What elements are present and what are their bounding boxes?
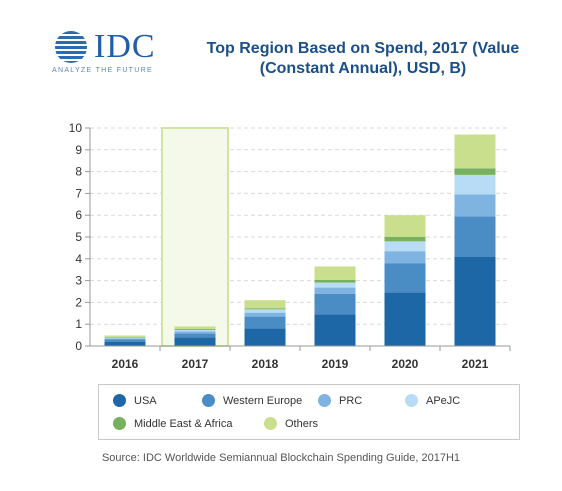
bar-segment <box>314 266 356 280</box>
legend-item: USA <box>113 394 157 407</box>
legend-item: Others <box>264 417 318 430</box>
y-tick-label: 4 <box>75 252 82 266</box>
bar-segment <box>244 312 286 317</box>
chart-title: Top Region Based on Spend, 2017 (Value (… <box>188 39 538 79</box>
bar-segment <box>244 328 286 346</box>
bar-segment <box>104 337 146 339</box>
bar-segment <box>454 194 496 217</box>
legend-item: APeJC <box>405 394 460 407</box>
bar-segment <box>454 256 496 346</box>
chart-legend: USA Western Europe PRC APeJC Middle East & A… <box>98 384 520 440</box>
legend-swatch <box>405 394 418 407</box>
bar-segment <box>384 241 426 252</box>
legend-swatch <box>113 394 126 407</box>
legend-label: Middle East & Africa <box>134 417 233 430</box>
x-tick-label: 2020 <box>392 357 419 371</box>
bar-segment <box>314 282 356 288</box>
legend-label: Western Europe <box>223 394 303 407</box>
legend-label: APeJC <box>426 394 461 407</box>
y-tick-label: 0 <box>75 339 82 353</box>
bar-segment <box>314 314 356 346</box>
legend-item: Middle East & Africa <box>113 417 232 430</box>
x-tick-label: 2016 <box>112 357 139 371</box>
idc-logo: IDC ANALYZE THE FUTURE <box>52 28 172 75</box>
y-tick-label: 10 <box>69 121 83 135</box>
chart-title-line2: (Constant Annual), USD, B) <box>259 60 467 77</box>
bar-segment <box>384 215 426 237</box>
y-tick-label: 8 <box>75 165 82 179</box>
bar-segment <box>244 316 286 329</box>
legend-label: Others <box>285 417 319 430</box>
y-tick-label: 7 <box>75 186 82 200</box>
bar-segment <box>454 174 496 195</box>
x-tick-label: 2019 <box>322 357 349 371</box>
bar-segment <box>314 279 356 283</box>
bar-segment <box>454 216 496 257</box>
bar-segment <box>244 300 286 309</box>
globe-icon <box>55 31 87 63</box>
legend-swatch <box>113 417 126 430</box>
y-tick-label: 6 <box>75 208 82 222</box>
logo-tagline: ANALYZE THE FUTURE <box>52 67 153 74</box>
bar-segment <box>104 339 146 342</box>
y-tick-label: 9 <box>75 143 82 157</box>
bar-segment <box>104 341 146 346</box>
bar-segment <box>104 335 146 338</box>
bar-segment <box>174 331 216 334</box>
legend-item: PRC <box>318 394 362 407</box>
bar-segment <box>174 328 216 330</box>
stacked-bar-chart: 0 1 2 3 4 5 6 7 8 9 10 2016 2017 2018 2019 2020 2021 <box>69 121 511 371</box>
bar-segment <box>384 292 426 346</box>
highlight-band <box>161 127 229 347</box>
y-tick-label: 3 <box>75 274 82 288</box>
bar-segment <box>174 333 216 338</box>
bar-segment <box>454 134 496 169</box>
legend-label: USA <box>134 394 157 407</box>
y-tick-label: 5 <box>75 230 82 244</box>
y-tick-label: 2 <box>75 295 82 309</box>
x-tick-label: 2018 <box>252 357 279 371</box>
y-tick-label: 1 <box>75 317 82 331</box>
logo-wordmark: IDC <box>94 28 156 65</box>
bar-segment <box>314 287 356 294</box>
x-tick-label: 2021 <box>462 357 489 371</box>
legend-item: Western Europe <box>202 394 302 407</box>
bar-segment <box>384 263 426 293</box>
bar-segment <box>244 308 286 310</box>
bar-segment <box>244 309 286 313</box>
legend-swatch <box>318 394 331 407</box>
bar-segment <box>454 168 496 175</box>
bar-segment <box>384 237 426 242</box>
legend-swatch <box>202 394 215 407</box>
x-tick-label: 2017 <box>182 357 209 371</box>
bar-segment <box>384 251 426 264</box>
source-note: Source: IDC Worldwide Semiannual Blockch… <box>101 452 461 464</box>
bar-segment <box>104 338 146 340</box>
legend-label: PRC <box>339 394 363 407</box>
chart-title-line1: Top Region Based on Spend, 2017 (Value <box>206 40 520 57</box>
legend-swatch <box>264 417 277 430</box>
bar-segment <box>174 329 216 332</box>
bar-segment <box>174 337 216 346</box>
bar-segment <box>174 326 216 329</box>
bar-segment <box>314 293 356 315</box>
